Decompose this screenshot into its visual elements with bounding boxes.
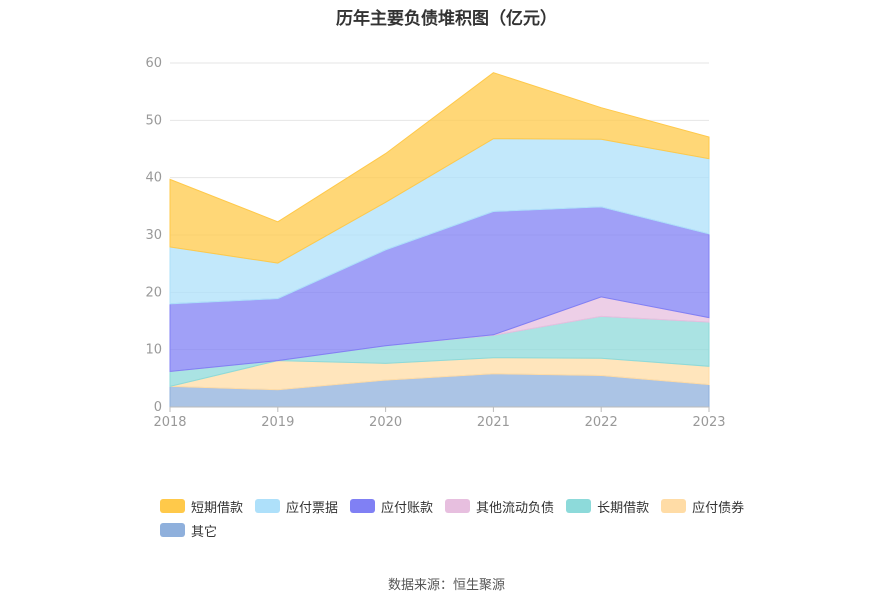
x-tick-label: 2022: [585, 415, 618, 430]
legend-label: 长期借款: [597, 500, 650, 516]
legend: 短期借款 应付票据 应付账款 其他流动负债 长期借款 应付债券其它: [160, 494, 760, 542]
legend-swatch: [160, 523, 185, 537]
legend-swatch: [445, 499, 471, 513]
legend-label: 应付票据: [286, 500, 339, 516]
legend-item[interactable]: 长期借款: [566, 494, 649, 518]
legend-swatch: [160, 499, 185, 513]
x-tick-label: 2018: [153, 415, 186, 430]
legend-swatch: [350, 499, 376, 513]
legend-item[interactable]: 短期借款: [160, 494, 243, 518]
legend-item[interactable]: 应付债券: [661, 494, 744, 518]
legend-swatch: [661, 499, 687, 513]
legend-label: 短期借款: [191, 500, 244, 516]
area-series-6: [169, 72, 710, 264]
chart-title: 历年主要负债堆积图（亿元）: [336, 9, 557, 29]
y-tick-label: 0: [154, 400, 162, 415]
legend-label: 其它: [191, 524, 218, 540]
y-tick-label: 10: [145, 343, 162, 358]
legend-label: 应付账款: [381, 500, 434, 516]
x-tick-label: 2021: [477, 415, 510, 430]
y-tick-label: 20: [145, 285, 162, 300]
legend-swatch: [566, 499, 592, 513]
y-tick-label: 60: [145, 56, 162, 71]
data-source: 数据来源：恒生聚源: [387, 578, 505, 593]
legend-label: 应付债券: [692, 500, 745, 516]
x-tick-label: 2023: [692, 415, 725, 430]
legend-swatch: [255, 499, 281, 513]
x-tick-label: 2019: [261, 415, 294, 430]
legend-item[interactable]: 其它: [160, 518, 217, 542]
x-tick-label: 2020: [369, 415, 402, 430]
y-tick-label: 30: [145, 228, 162, 243]
legend-item[interactable]: 应付账款: [350, 494, 433, 518]
legend-label: 其他流动负债: [476, 500, 555, 516]
stacked-areas: [169, 72, 710, 408]
y-tick-label: 50: [145, 113, 162, 128]
legend-item[interactable]: 应付票据: [255, 494, 338, 518]
y-tick-label: 40: [145, 171, 162, 186]
axes: 0 10 20 30 40 50 60 2018 2019 2020 2021 2022 2023: [145, 56, 725, 430]
legend-item[interactable]: 其他流动负债: [445, 494, 554, 518]
